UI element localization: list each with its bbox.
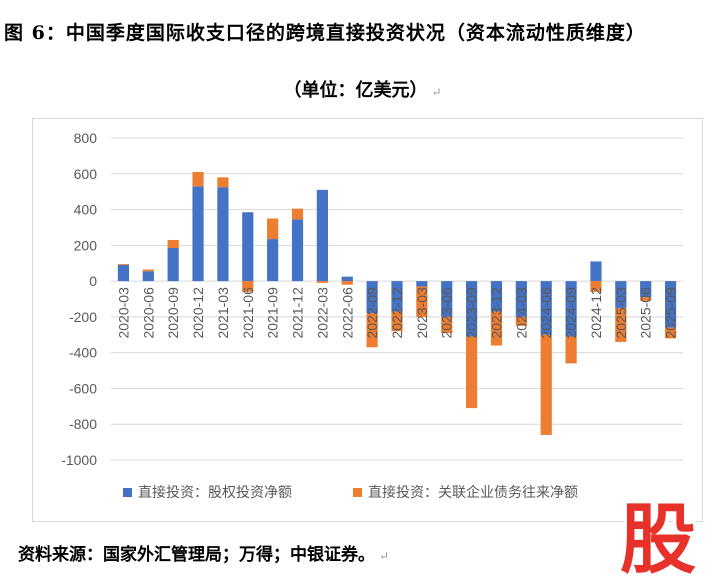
bar-equity xyxy=(117,265,130,282)
y-tick-label: 0 xyxy=(89,273,97,289)
x-tick-label: 2023-12 xyxy=(488,287,504,339)
bar-debt xyxy=(192,171,204,187)
stock-logo: 股 股 xyxy=(617,498,700,576)
bar-debt xyxy=(217,177,229,188)
bar-debt xyxy=(490,311,503,346)
chart-area: 800 600 400 200 0 -200 -400 -600 -800 -1000 2020-0… xyxy=(32,118,703,522)
bar-debt xyxy=(366,313,378,348)
bar-equity xyxy=(441,281,453,317)
unit-text: （单位：亿美元） xyxy=(283,80,428,101)
paragraph-mark-icon: ↵ xyxy=(379,549,390,563)
logo-outline: 股 xyxy=(620,498,696,576)
logo-glyph: 股 xyxy=(620,498,696,576)
x-tick-label: 2025-06 xyxy=(638,287,654,339)
bar-debt xyxy=(242,281,254,292)
legend-label-equity: 直接投资：股权投资净额 xyxy=(138,484,292,501)
bar-debt xyxy=(565,336,577,364)
x-tick-label: 2023-09 xyxy=(464,287,480,339)
x-tick-label: 2021-03 xyxy=(215,287,231,339)
x-tick-label: 2022-03 xyxy=(314,287,330,339)
bar-debt xyxy=(117,264,130,266)
bar-debt xyxy=(142,269,154,272)
x-tick-label: 2021-12 xyxy=(290,287,306,339)
bar-equity xyxy=(167,248,179,282)
y-tick-label: -1000 xyxy=(61,452,97,468)
source-note: 资料来源：国家外汇管理局；万得；中银证券。 ↵ xyxy=(18,540,389,565)
x-tick-label: 2020-12 xyxy=(190,287,206,339)
bar-debt xyxy=(416,286,428,317)
bar-debt xyxy=(640,297,652,301)
bar-equity xyxy=(341,276,353,282)
x-tick-label: 2022-12 xyxy=(389,287,405,339)
bar-debt xyxy=(615,307,627,342)
y-tick-label: -200 xyxy=(69,309,97,325)
bar-equity xyxy=(565,281,577,337)
x-tick-label: 2020-03 xyxy=(115,287,131,339)
bar-debt xyxy=(466,336,478,409)
x-tick-label: 2022-09 xyxy=(364,287,380,339)
y-tick-label: 600 xyxy=(74,166,98,182)
bar-equity xyxy=(640,281,652,298)
x-tick-label: 2023-06 xyxy=(439,287,455,339)
bar-equity xyxy=(192,186,204,282)
bar-debt xyxy=(664,327,677,339)
bar-debt xyxy=(540,334,552,435)
y-tick-label: 200 xyxy=(74,237,98,253)
y-tick-label: -400 xyxy=(69,345,97,361)
legend-label-debt: 直接投资：关联企业债务往来净额 xyxy=(368,484,578,501)
chart-title: 图 6：中国季度国际收支口径的跨境直接投资状况（资本流动性质维度） xyxy=(4,22,646,44)
bar-debt xyxy=(341,281,353,285)
bar-debt xyxy=(167,239,179,249)
y-tick-label: -800 xyxy=(69,416,97,432)
bar-debt xyxy=(316,281,328,283)
bar-debt xyxy=(441,316,453,333)
legend-swatch-debt xyxy=(353,488,362,497)
bar-debt xyxy=(267,218,279,240)
chart-unit: （单位：亿美元） ↵ xyxy=(0,76,725,102)
bar-equity xyxy=(391,281,403,312)
bar-equity xyxy=(291,219,304,282)
bar-equity xyxy=(490,281,503,312)
x-tick-label: 2025-09 xyxy=(663,287,679,339)
paragraph-mark-icon: ↵ xyxy=(431,85,442,99)
bar-debt xyxy=(291,208,304,220)
y-tick-label: -600 xyxy=(69,380,97,396)
bar-chart: 800 600 400 200 0 -200 -400 -600 -800 -1000 2020-0… xyxy=(61,130,683,501)
bar-equity xyxy=(366,281,378,314)
bar-equity xyxy=(217,187,229,282)
x-tick-label: 2022-06 xyxy=(339,287,355,339)
x-tick-label: 2024-06 xyxy=(538,287,554,339)
bar-equity xyxy=(615,281,627,308)
bar-equity xyxy=(466,281,478,337)
legend-swatch-equity xyxy=(123,488,132,497)
x-tick-label: 2023-03 xyxy=(414,287,430,339)
x-tick-label: 2020-09 xyxy=(165,287,181,339)
bar-equity xyxy=(416,281,428,287)
bar-equity xyxy=(242,212,254,282)
bar-equity xyxy=(590,261,602,282)
x-tick-label: 2025-03 xyxy=(613,287,629,339)
y-tick-label: 800 xyxy=(74,130,98,146)
x-tick-label: 2021-09 xyxy=(265,287,281,339)
x-tick-label: 2020-06 xyxy=(140,287,156,339)
bar-equity xyxy=(267,239,279,282)
bar-debt xyxy=(515,316,527,326)
x-tick-label: 2024-09 xyxy=(563,287,579,339)
x-tick-label: 2021-06 xyxy=(240,287,256,339)
source-text: 资料来源：国家外汇管理局；万得；中银证券。 xyxy=(18,545,375,565)
bar-equity xyxy=(316,189,328,282)
bar-debt xyxy=(391,311,403,332)
y-tick-label: 400 xyxy=(74,202,98,218)
bar-equity xyxy=(142,271,154,282)
bar-equity xyxy=(540,281,552,335)
bar-equity xyxy=(664,281,677,328)
bar-debt xyxy=(590,281,602,292)
bar-equity xyxy=(515,281,527,317)
x-tick-label: 2024-12 xyxy=(588,287,604,339)
x-tick-label: 2024-03 xyxy=(513,287,529,339)
